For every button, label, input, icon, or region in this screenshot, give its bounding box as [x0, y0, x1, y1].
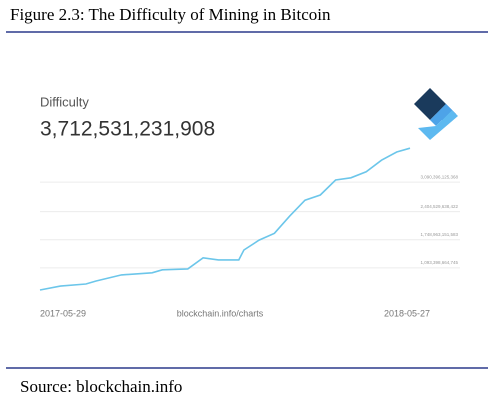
y-tick-label: 1,748,963,151,583: [420, 232, 458, 237]
y-tick-label: 1,093,398,664,745: [420, 260, 458, 265]
x-tick-label: 2017-05-29: [40, 308, 86, 318]
x-tick-label: 2018-05-27: [384, 308, 430, 318]
chart-title: Difficulty: [40, 94, 89, 109]
y-tick-label: 3,090,396,125,368: [420, 174, 458, 179]
annotation: blockchain.info/charts: [177, 308, 264, 318]
logo: [414, 88, 458, 140]
chart-subtitle: 3,712,531,231,908: [40, 118, 215, 141]
data-line: [39, 147, 411, 291]
y-tick-label: 2,404,529,638,422: [420, 204, 458, 209]
figure-title: Figure 2.3: The Difficulty of Mining in …: [10, 5, 331, 24]
source: Source: blockchain.info: [20, 377, 182, 396]
